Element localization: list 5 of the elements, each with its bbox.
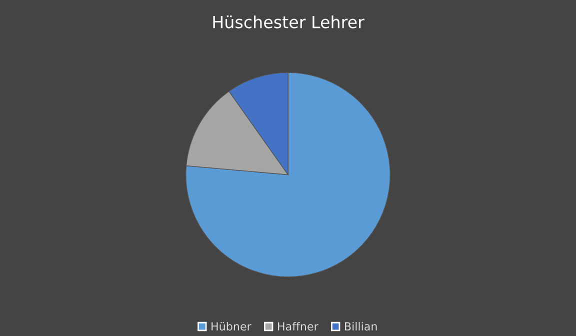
legend-label: Haffner: [278, 322, 318, 331]
legend-label: Hübner: [212, 322, 252, 331]
chart-title: Hüschester Lehrer: [213, 15, 364, 28]
pie-slice: [186, 72, 390, 278]
legend-label: Billian: [345, 322, 377, 331]
